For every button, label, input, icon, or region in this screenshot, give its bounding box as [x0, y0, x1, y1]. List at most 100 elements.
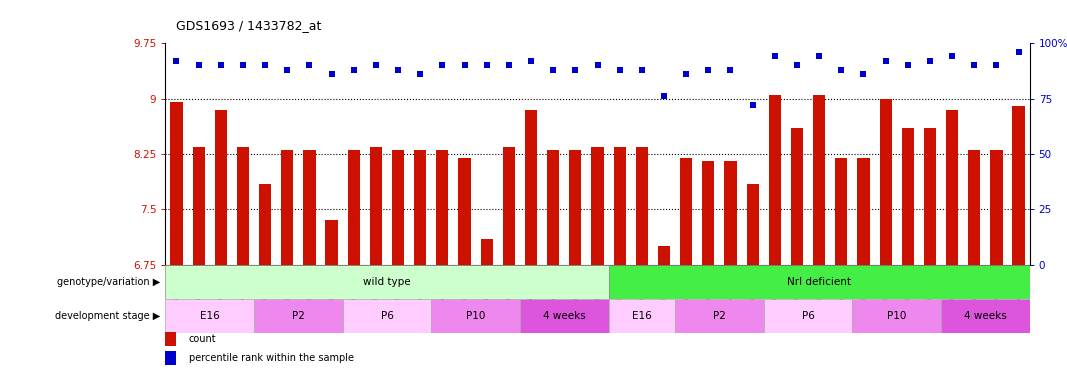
Point: [323, 71, 340, 77]
Bar: [525, 110, 537, 265]
Point: [1010, 49, 1028, 55]
Point: [434, 62, 451, 68]
Bar: [282, 150, 293, 265]
Point: [855, 71, 872, 77]
Point: [456, 62, 473, 68]
Text: GDS1693 / 1433782_at: GDS1693 / 1433782_at: [176, 19, 321, 32]
Bar: [853, 299, 941, 333]
Bar: [165, 265, 608, 299]
Bar: [165, 351, 176, 364]
Point: [412, 71, 429, 77]
Bar: [192, 147, 205, 265]
Text: E16: E16: [200, 311, 220, 321]
Point: [700, 67, 717, 73]
Bar: [764, 299, 853, 333]
Text: E16: E16: [632, 311, 652, 321]
Bar: [547, 150, 559, 265]
Text: 4 weeks: 4 weeks: [964, 311, 1006, 321]
Bar: [608, 299, 675, 333]
Bar: [392, 150, 404, 265]
Bar: [431, 299, 520, 333]
Bar: [990, 150, 1003, 265]
Point: [500, 62, 517, 68]
Bar: [680, 158, 692, 265]
Bar: [902, 128, 913, 265]
Point: [655, 93, 672, 99]
Point: [278, 67, 296, 73]
Point: [943, 53, 960, 59]
Bar: [675, 299, 764, 333]
Point: [922, 58, 939, 64]
Text: P2: P2: [713, 311, 726, 321]
Point: [367, 62, 384, 68]
Bar: [480, 239, 493, 265]
Bar: [724, 161, 736, 265]
Point: [168, 58, 185, 64]
Bar: [968, 150, 981, 265]
Bar: [614, 147, 625, 265]
Bar: [570, 150, 582, 265]
Point: [634, 67, 651, 73]
Bar: [370, 147, 382, 265]
Point: [256, 62, 273, 68]
Point: [301, 62, 318, 68]
Bar: [768, 95, 781, 265]
Point: [523, 58, 540, 64]
Bar: [459, 158, 471, 265]
Bar: [165, 332, 176, 346]
Bar: [303, 150, 316, 265]
Point: [899, 62, 917, 68]
Point: [744, 102, 761, 108]
Point: [966, 62, 983, 68]
Bar: [414, 150, 427, 265]
Text: count: count: [189, 334, 217, 344]
Bar: [702, 161, 715, 265]
Point: [611, 67, 628, 73]
Text: wild type: wild type: [363, 277, 411, 287]
Text: P6: P6: [801, 311, 814, 321]
Bar: [165, 299, 254, 333]
Bar: [791, 128, 803, 265]
Point: [544, 67, 561, 73]
Bar: [214, 110, 227, 265]
Bar: [747, 183, 759, 265]
Point: [766, 53, 783, 59]
Point: [789, 62, 806, 68]
Bar: [259, 183, 271, 265]
Point: [678, 71, 695, 77]
Point: [190, 62, 207, 68]
Bar: [924, 128, 936, 265]
Bar: [813, 95, 825, 265]
Bar: [325, 220, 337, 265]
Point: [877, 58, 894, 64]
Point: [346, 67, 363, 73]
Bar: [165, 265, 1030, 375]
Bar: [520, 299, 608, 333]
Bar: [858, 158, 870, 265]
Point: [722, 67, 739, 73]
Bar: [636, 147, 648, 265]
Bar: [946, 110, 958, 265]
Bar: [436, 150, 448, 265]
Point: [567, 67, 584, 73]
Point: [832, 67, 849, 73]
Bar: [591, 147, 604, 265]
Bar: [879, 99, 892, 265]
Point: [478, 62, 495, 68]
Text: genotype/variation ▶: genotype/variation ▶: [57, 277, 160, 287]
Point: [235, 62, 252, 68]
Point: [988, 62, 1005, 68]
Point: [589, 62, 606, 68]
Bar: [1013, 106, 1024, 265]
Text: development stage ▶: development stage ▶: [54, 311, 160, 321]
Bar: [254, 299, 343, 333]
Bar: [171, 102, 182, 265]
Bar: [658, 246, 670, 265]
Point: [389, 67, 407, 73]
Bar: [941, 299, 1030, 333]
Text: P2: P2: [292, 311, 305, 321]
Bar: [343, 299, 431, 333]
Text: Nrl deficient: Nrl deficient: [787, 277, 851, 287]
Bar: [503, 147, 515, 265]
Bar: [237, 147, 249, 265]
